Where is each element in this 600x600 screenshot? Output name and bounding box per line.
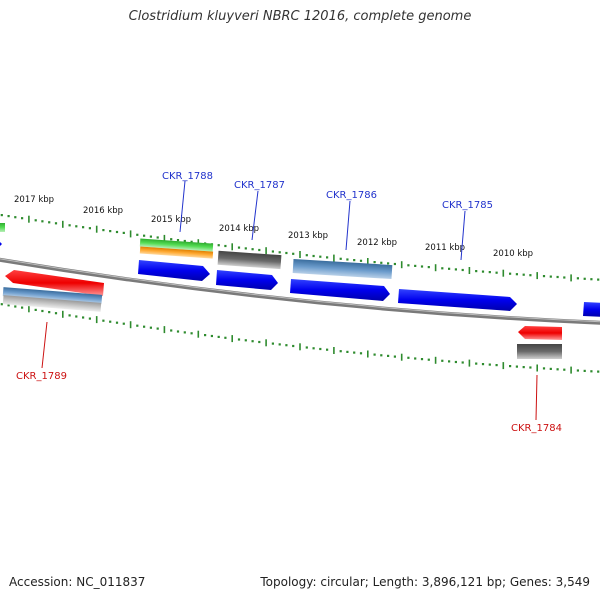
kbp-label-2015: 2015 kbp (151, 215, 191, 225)
gene-label-ckr1786[interactable]: CKR_1786 (326, 190, 377, 201)
leader-ckr1788 (179, 180, 186, 233)
gene-arrow-ckr1786[interactable] (290, 279, 390, 301)
leader-ckr1784 (535, 374, 538, 421)
gene-arrow-ckr1784[interactable] (518, 326, 562, 340)
gene-arrow-ckr1787[interactable] (216, 270, 278, 290)
kbp-label-2010: 2010 kbp (493, 249, 533, 259)
gene-arrow-ckr1785[interactable] (398, 289, 517, 311)
genome-title: Clostridium kluyveri NBRC 12016, complet… (128, 9, 472, 24)
reverse-strand-genes (2, 270, 562, 359)
gene-bar-gray-1784[interactable] (517, 344, 562, 359)
kbp-label-2014: 2014 kbp (219, 224, 259, 234)
kbp-label-2013: 2013 kbp (288, 231, 328, 241)
gene-arrow-ckr1789[interactable] (5, 270, 104, 296)
gene-label-ckr1788[interactable]: CKR_1788 (162, 171, 213, 182)
gene-label-ckr1785[interactable]: CKR_1785 (442, 200, 493, 211)
kbp-label-2016: 2016 kbp (83, 206, 123, 216)
gene-bar-left-edge-green[interactable] (0, 223, 5, 232)
gene-label-ckr1784[interactable]: CKR_1784 (511, 423, 562, 434)
gene-label-ckr1789[interactable]: CKR_1789 (16, 371, 67, 382)
gene-bar-steel[interactable] (292, 259, 393, 280)
gene-bar-lightgray-1789[interactable] (2, 295, 102, 312)
leader-ckr1785 (460, 210, 466, 261)
kbp-label-2011: 2011 kbp (425, 243, 465, 253)
leader-ckr1789 (41, 321, 48, 369)
gene-bar-green[interactable] (139, 238, 214, 252)
kbp-label-2012: 2012 kbp (357, 238, 397, 248)
gene-arrow-left-edge[interactable] (0, 238, 2, 250)
genome-backbone (0, 257, 600, 325)
genome-backbone-highlight (0, 258, 600, 323)
gene-bar-steel-1789[interactable] (2, 287, 103, 304)
kbp-label-2017: 2017 kbp (14, 195, 54, 205)
gene-arrow-right-edge[interactable] (583, 302, 600, 317)
genome-info-text: Topology: circular; Length: 3,896,121 bp… (260, 575, 590, 589)
gene-label-ckr1787[interactable]: CKR_1787 (234, 180, 285, 191)
forward-strand-genes (0, 223, 600, 317)
accession-text: Accession: NC_011837 (9, 575, 146, 589)
leader-ckr1786 (345, 200, 351, 251)
gene-arrow-ckr1788[interactable] (138, 260, 210, 281)
gene-bar-gray[interactable] (217, 250, 282, 270)
gene-bar-orange[interactable] (139, 246, 214, 259)
leader-ckr1787 (251, 190, 259, 241)
